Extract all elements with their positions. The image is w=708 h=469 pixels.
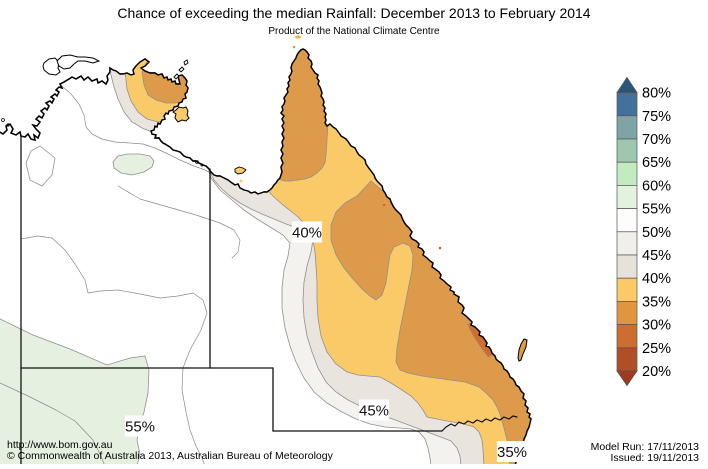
svg-text:55%: 55%	[642, 202, 671, 218]
svg-text:35%: 35%	[642, 294, 671, 310]
svg-text:80%: 80%	[642, 86, 671, 102]
svg-text:Issued: 19/11/2013: Issued: 19/11/2013	[610, 452, 699, 464]
svg-text:© Commonwealth of Australia 2: © Commonwealth of Australia 2013, Austra…	[7, 450, 334, 462]
svg-text:60%: 60%	[642, 178, 671, 194]
svg-text:Product of the National Climat: Product of the National Climate Centre	[268, 26, 440, 37]
svg-text:40%: 40%	[642, 271, 671, 287]
svg-text:25%: 25%	[642, 341, 671, 357]
svg-text:20%: 20%	[642, 364, 671, 380]
svg-text:Model Run: 17/11/2013: Model Run: 17/11/2013	[591, 441, 700, 453]
svg-text:35%: 35%	[497, 444, 527, 461]
svg-text:70%: 70%	[642, 132, 671, 148]
svg-text:50%: 50%	[642, 225, 671, 241]
svg-text:40%: 40%	[292, 224, 322, 241]
svg-text:65%: 65%	[642, 155, 671, 171]
svg-text:http://www.bom.gov.au: http://www.bom.gov.au	[7, 439, 113, 451]
svg-text:75%: 75%	[642, 109, 671, 125]
svg-text:45%: 45%	[642, 248, 671, 264]
svg-text:55%: 55%	[125, 418, 155, 435]
svg-text:30%: 30%	[642, 318, 671, 334]
svg-text:45%: 45%	[359, 402, 389, 419]
svg-text:Chance of exceeding the median: Chance of exceeding the median Rainfall:…	[117, 5, 590, 21]
